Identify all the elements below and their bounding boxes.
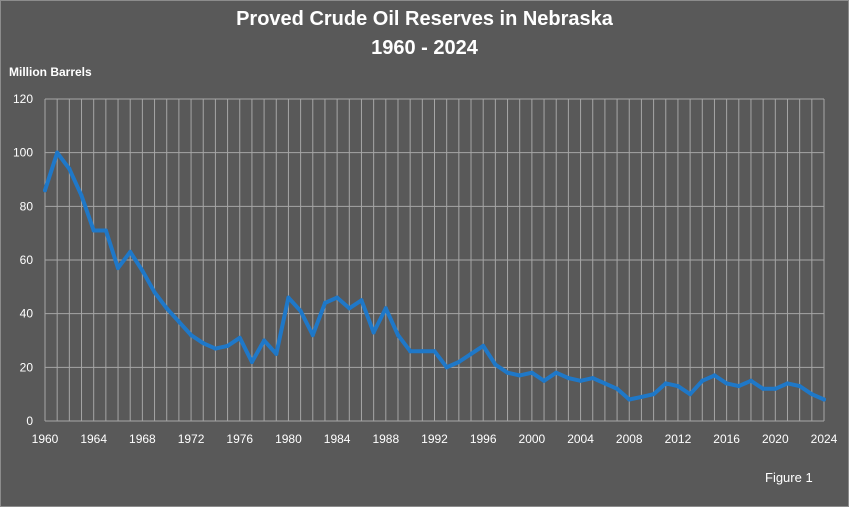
data-point bbox=[736, 384, 741, 389]
data-point bbox=[237, 335, 242, 340]
data-point bbox=[651, 392, 656, 397]
data-point bbox=[724, 381, 729, 386]
y-tick-label: 60 bbox=[20, 253, 34, 267]
data-point bbox=[408, 349, 413, 354]
data-point bbox=[201, 341, 206, 346]
x-tick-label: 2000 bbox=[519, 432, 546, 446]
data-point bbox=[432, 349, 437, 354]
data-point bbox=[444, 365, 449, 370]
x-tick-label: 2004 bbox=[567, 432, 594, 446]
y-tick-label: 120 bbox=[13, 92, 33, 106]
x-tick-label: 1996 bbox=[470, 432, 497, 446]
x-tick-label: 2020 bbox=[762, 432, 789, 446]
data-point bbox=[225, 343, 230, 348]
data-point bbox=[274, 351, 279, 356]
y-axis-label: Million Barrels bbox=[9, 65, 92, 79]
data-point bbox=[700, 378, 705, 383]
y-tick-label: 80 bbox=[20, 199, 34, 213]
data-point bbox=[566, 376, 571, 381]
data-point bbox=[505, 370, 510, 375]
x-tick-label: 2012 bbox=[665, 432, 692, 446]
data-point bbox=[675, 384, 680, 389]
data-point bbox=[383, 306, 388, 311]
x-tick-label: 1988 bbox=[372, 432, 399, 446]
data-point bbox=[712, 373, 717, 378]
data-point bbox=[578, 378, 583, 383]
data-point bbox=[639, 394, 644, 399]
x-tick-label: 1964 bbox=[80, 432, 107, 446]
data-point bbox=[602, 381, 607, 386]
data-point bbox=[249, 359, 254, 364]
data-point bbox=[371, 330, 376, 335]
x-tick-label: 2024 bbox=[811, 432, 838, 446]
x-tick-label: 1968 bbox=[129, 432, 156, 446]
data-point bbox=[420, 349, 425, 354]
data-point bbox=[809, 392, 814, 397]
data-point bbox=[189, 333, 194, 338]
data-point bbox=[615, 386, 620, 391]
data-point bbox=[797, 384, 802, 389]
data-point bbox=[688, 392, 693, 397]
data-point bbox=[481, 343, 486, 348]
data-point bbox=[128, 249, 133, 254]
chart-title: Proved Crude Oil Reserves in Nebraska bbox=[236, 8, 613, 30]
data-point bbox=[116, 266, 121, 271]
y-tick-label: 0 bbox=[26, 414, 33, 428]
data-point bbox=[627, 397, 632, 402]
x-tick-label: 1992 bbox=[421, 432, 448, 446]
data-point bbox=[164, 306, 169, 311]
data-point bbox=[748, 378, 753, 383]
data-point bbox=[761, 386, 766, 391]
data-point bbox=[176, 319, 181, 324]
data-point bbox=[590, 376, 595, 381]
data-point bbox=[298, 308, 303, 313]
x-tick-label: 2008 bbox=[616, 432, 643, 446]
x-tick-label: 1984 bbox=[324, 432, 351, 446]
data-point bbox=[359, 298, 364, 303]
data-point bbox=[55, 150, 60, 155]
data-point bbox=[103, 228, 108, 233]
figure-label: Figure 1 bbox=[765, 470, 813, 485]
data-point bbox=[822, 397, 826, 402]
data-point bbox=[469, 351, 474, 356]
data-point bbox=[456, 359, 461, 364]
data-point bbox=[322, 300, 327, 305]
y-tick-label: 20 bbox=[20, 360, 34, 374]
y-tick-label: 40 bbox=[20, 307, 34, 321]
data-point bbox=[493, 362, 498, 367]
data-point bbox=[43, 188, 47, 193]
x-tick-label: 1980 bbox=[275, 432, 302, 446]
data-point bbox=[310, 333, 315, 338]
data-point bbox=[262, 338, 267, 343]
data-point bbox=[213, 346, 218, 351]
data-point bbox=[79, 193, 84, 198]
data-point bbox=[335, 295, 340, 300]
data-point bbox=[286, 295, 291, 300]
data-point bbox=[663, 381, 668, 386]
data-point bbox=[91, 228, 96, 233]
x-tick-label: 2016 bbox=[713, 432, 740, 446]
chart-subtitle: 1960 - 2024 bbox=[371, 37, 478, 59]
data-point bbox=[554, 370, 559, 375]
y-tick-label: 100 bbox=[13, 146, 33, 160]
data-point bbox=[517, 373, 522, 378]
x-tick-label: 1960 bbox=[32, 432, 59, 446]
data-point bbox=[785, 381, 790, 386]
data-point bbox=[152, 290, 157, 295]
data-point bbox=[395, 333, 400, 338]
data-point bbox=[529, 370, 534, 375]
data-point bbox=[140, 268, 145, 273]
x-tick-label: 1972 bbox=[178, 432, 205, 446]
data-point bbox=[347, 306, 352, 311]
x-tick-label: 1976 bbox=[226, 432, 253, 446]
data-point bbox=[542, 378, 547, 383]
data-point bbox=[773, 386, 778, 391]
data-point bbox=[67, 166, 72, 171]
